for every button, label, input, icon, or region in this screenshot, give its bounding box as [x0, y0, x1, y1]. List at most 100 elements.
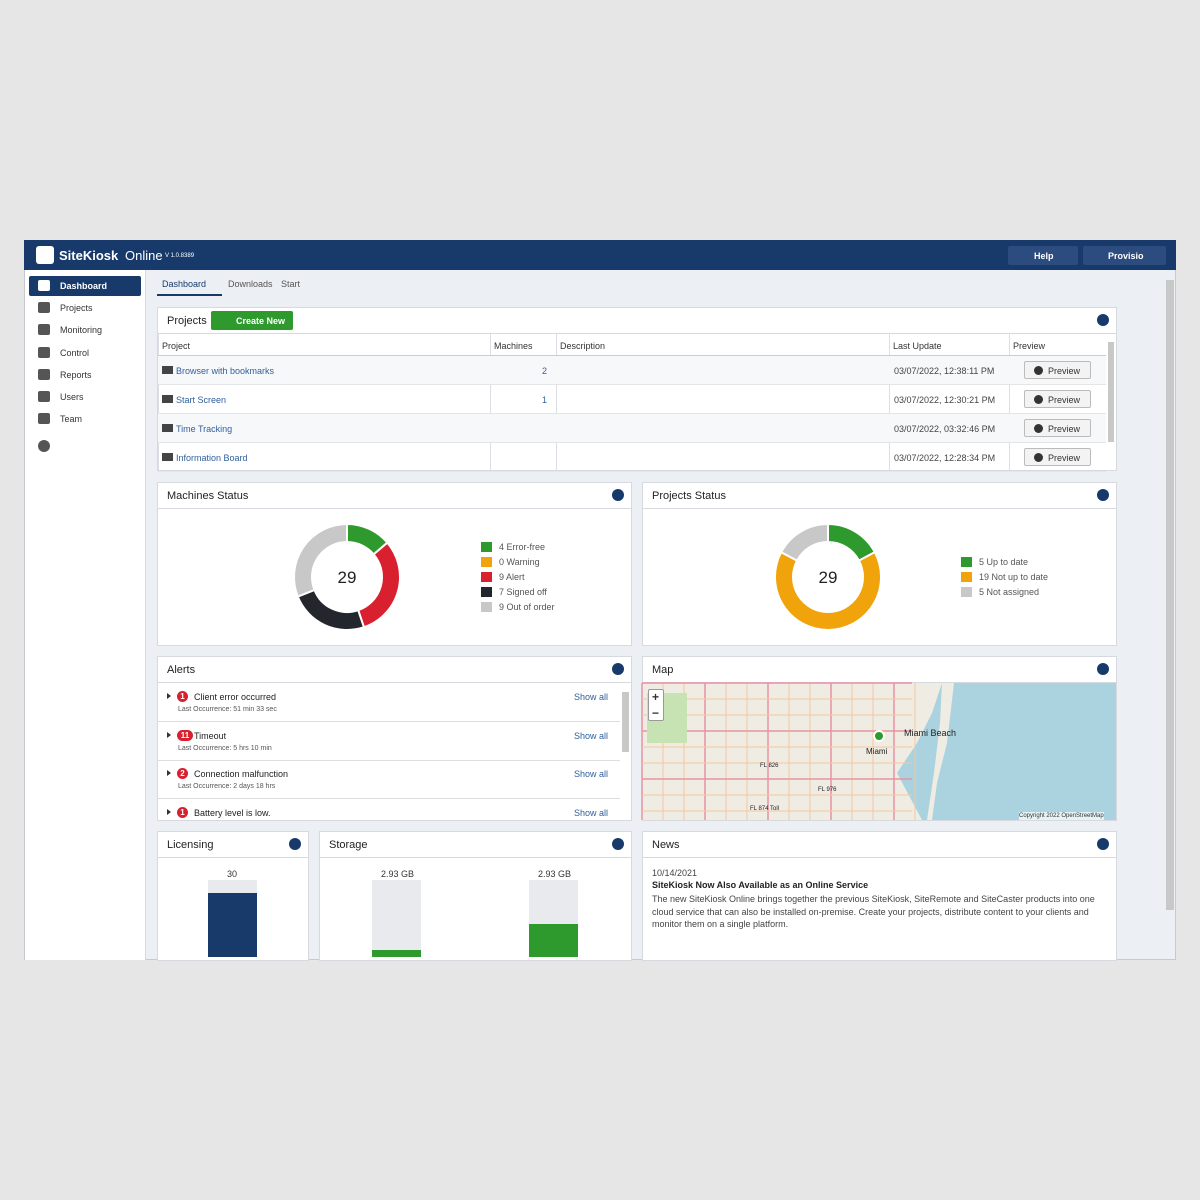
preview-label[interactable]: Preview	[1048, 453, 1081, 463]
user-button[interactable]	[1083, 246, 1166, 265]
preview-button[interactable]	[1024, 390, 1091, 408]
alert-meta: Last Occurrence: 2 days 18 hrs	[178, 783, 276, 790]
last-update: 03/07/2022, 03:32:46 PM	[894, 424, 996, 434]
legend-swatch	[961, 572, 972, 582]
news-panel	[642, 831, 1117, 961]
alert-divider	[158, 798, 620, 799]
help-label[interactable]: Help	[1034, 251, 1054, 261]
map-label: Miami	[866, 747, 888, 756]
settings-icon[interactable]	[1097, 838, 1109, 850]
panel-header	[642, 831, 1117, 858]
alert-divider	[158, 759, 620, 761]
bar	[529, 923, 578, 957]
island	[927, 683, 954, 820]
show-all-link[interactable]: Show all	[574, 769, 609, 779]
bar	[372, 949, 421, 957]
preview-button[interactable]	[1024, 419, 1091, 437]
panel-title: Machines Status	[167, 490, 249, 502]
table-scrollbar	[1108, 342, 1114, 442]
expand-arrow[interactable]	[167, 808, 171, 815]
folder-icon	[162, 366, 173, 374]
legend-swatch	[481, 542, 492, 552]
expand-arrow[interactable]	[167, 693, 171, 699]
settings-icon[interactable]	[1097, 314, 1109, 326]
alerts-panel	[157, 656, 632, 821]
panel-title: Projects	[167, 315, 207, 327]
preview-label[interactable]: Preview	[1048, 395, 1081, 405]
news-date: 10/14/2021	[652, 868, 698, 878]
settings-icon[interactable]	[612, 838, 624, 850]
legend-swatch	[961, 587, 972, 597]
play-icon	[1034, 424, 1043, 433]
settings-icon[interactable]	[1097, 489, 1109, 501]
settings-icon[interactable]	[289, 838, 301, 850]
settings-icon[interactable]	[612, 489, 624, 501]
settings-icon[interactable]	[612, 663, 624, 675]
project-link[interactable]: Information Board	[176, 453, 248, 463]
sidebar-icon	[38, 391, 50, 402]
user-label[interactable]: Provisio	[1108, 251, 1144, 261]
project-link[interactable]: Start Screen	[176, 395, 227, 405]
preview-label[interactable]: Preview	[1048, 424, 1081, 434]
expand-arrow[interactable]	[167, 770, 171, 776]
sidebar-item[interactable]: Team	[60, 414, 83, 425]
donut-segment	[293, 522, 348, 598]
tab[interactable]: Dashboard	[162, 279, 207, 289]
play-icon	[1034, 453, 1043, 462]
sidebar-icon	[38, 346, 50, 358]
show-all-link[interactable]: Show all	[574, 807, 609, 818]
preview-button[interactable]	[1024, 448, 1091, 466]
column-divider	[490, 334, 491, 470]
bar-track	[372, 880, 421, 957]
folder-icon	[162, 424, 173, 432]
last-update: 03/07/2022, 12:38:11 PM	[894, 366, 995, 376]
sidebar-item[interactable]: Users	[60, 392, 84, 402]
collapse-button[interactable]	[38, 440, 50, 452]
legend-swatch	[481, 572, 492, 582]
count-badge: 1	[177, 691, 188, 702]
expand-arrow[interactable]	[167, 731, 171, 738]
sidebar-item[interactable]: Monitoring	[60, 325, 103, 336]
settings-icon[interactable]	[1097, 663, 1109, 675]
count-badge: 11	[177, 729, 193, 741]
help-button[interactable]	[1008, 246, 1078, 265]
preview-button[interactable]	[1024, 361, 1091, 379]
sidebar-item[interactable]: Control	[60, 347, 90, 358]
zoom-in[interactable]: +	[652, 690, 660, 704]
column-header: Preview	[1013, 341, 1046, 351]
map-label: Miami Beach	[904, 728, 957, 738]
count-badge: 1	[177, 806, 188, 818]
panel-title: Alerts	[167, 664, 196, 676]
create-label[interactable]: Create New	[236, 316, 286, 326]
row-line	[158, 413, 1106, 414]
bar-label: 2.93 GB	[538, 869, 572, 879]
machine-count[interactable]: 1	[541, 395, 547, 405]
create-button[interactable]	[211, 311, 293, 330]
panel-header	[157, 482, 632, 509]
map-marker[interactable]	[873, 730, 885, 742]
machine-count[interactable]: 2	[541, 366, 547, 376]
show-all-link[interactable]: Show all	[574, 692, 609, 702]
sidebar-item[interactable]: Projects	[60, 303, 93, 314]
sidebar-item[interactable]: Reports	[60, 369, 92, 380]
project-link[interactable]: Browser with bookmarks	[176, 366, 275, 376]
sidebar	[25, 270, 146, 960]
alert-title: Connection malfunction	[194, 769, 289, 779]
show-all-link[interactable]: Show all	[574, 730, 609, 741]
donut-total: 29	[819, 568, 838, 587]
column-header: Last Update	[893, 341, 942, 351]
tab[interactable]: Start	[281, 279, 301, 289]
alert-title: Battery level is low.	[194, 807, 271, 818]
project-link[interactable]: Time Tracking	[176, 424, 233, 434]
table-header-line	[158, 355, 1106, 356]
legend-label: 5 Not assigned	[979, 587, 1040, 597]
panel-header	[157, 307, 1117, 334]
sidebar-item[interactable]: Dashboard	[60, 281, 108, 291]
tab[interactable]: Downloads	[228, 279, 273, 289]
legend-label: 9 Out of order	[499, 602, 555, 612]
alert-divider	[158, 721, 620, 722]
preview-label[interactable]: Preview	[1048, 366, 1081, 376]
zoom-out[interactable]: −	[652, 706, 660, 720]
news-body: The new SiteKiosk Online brings together…	[652, 894, 1095, 929]
